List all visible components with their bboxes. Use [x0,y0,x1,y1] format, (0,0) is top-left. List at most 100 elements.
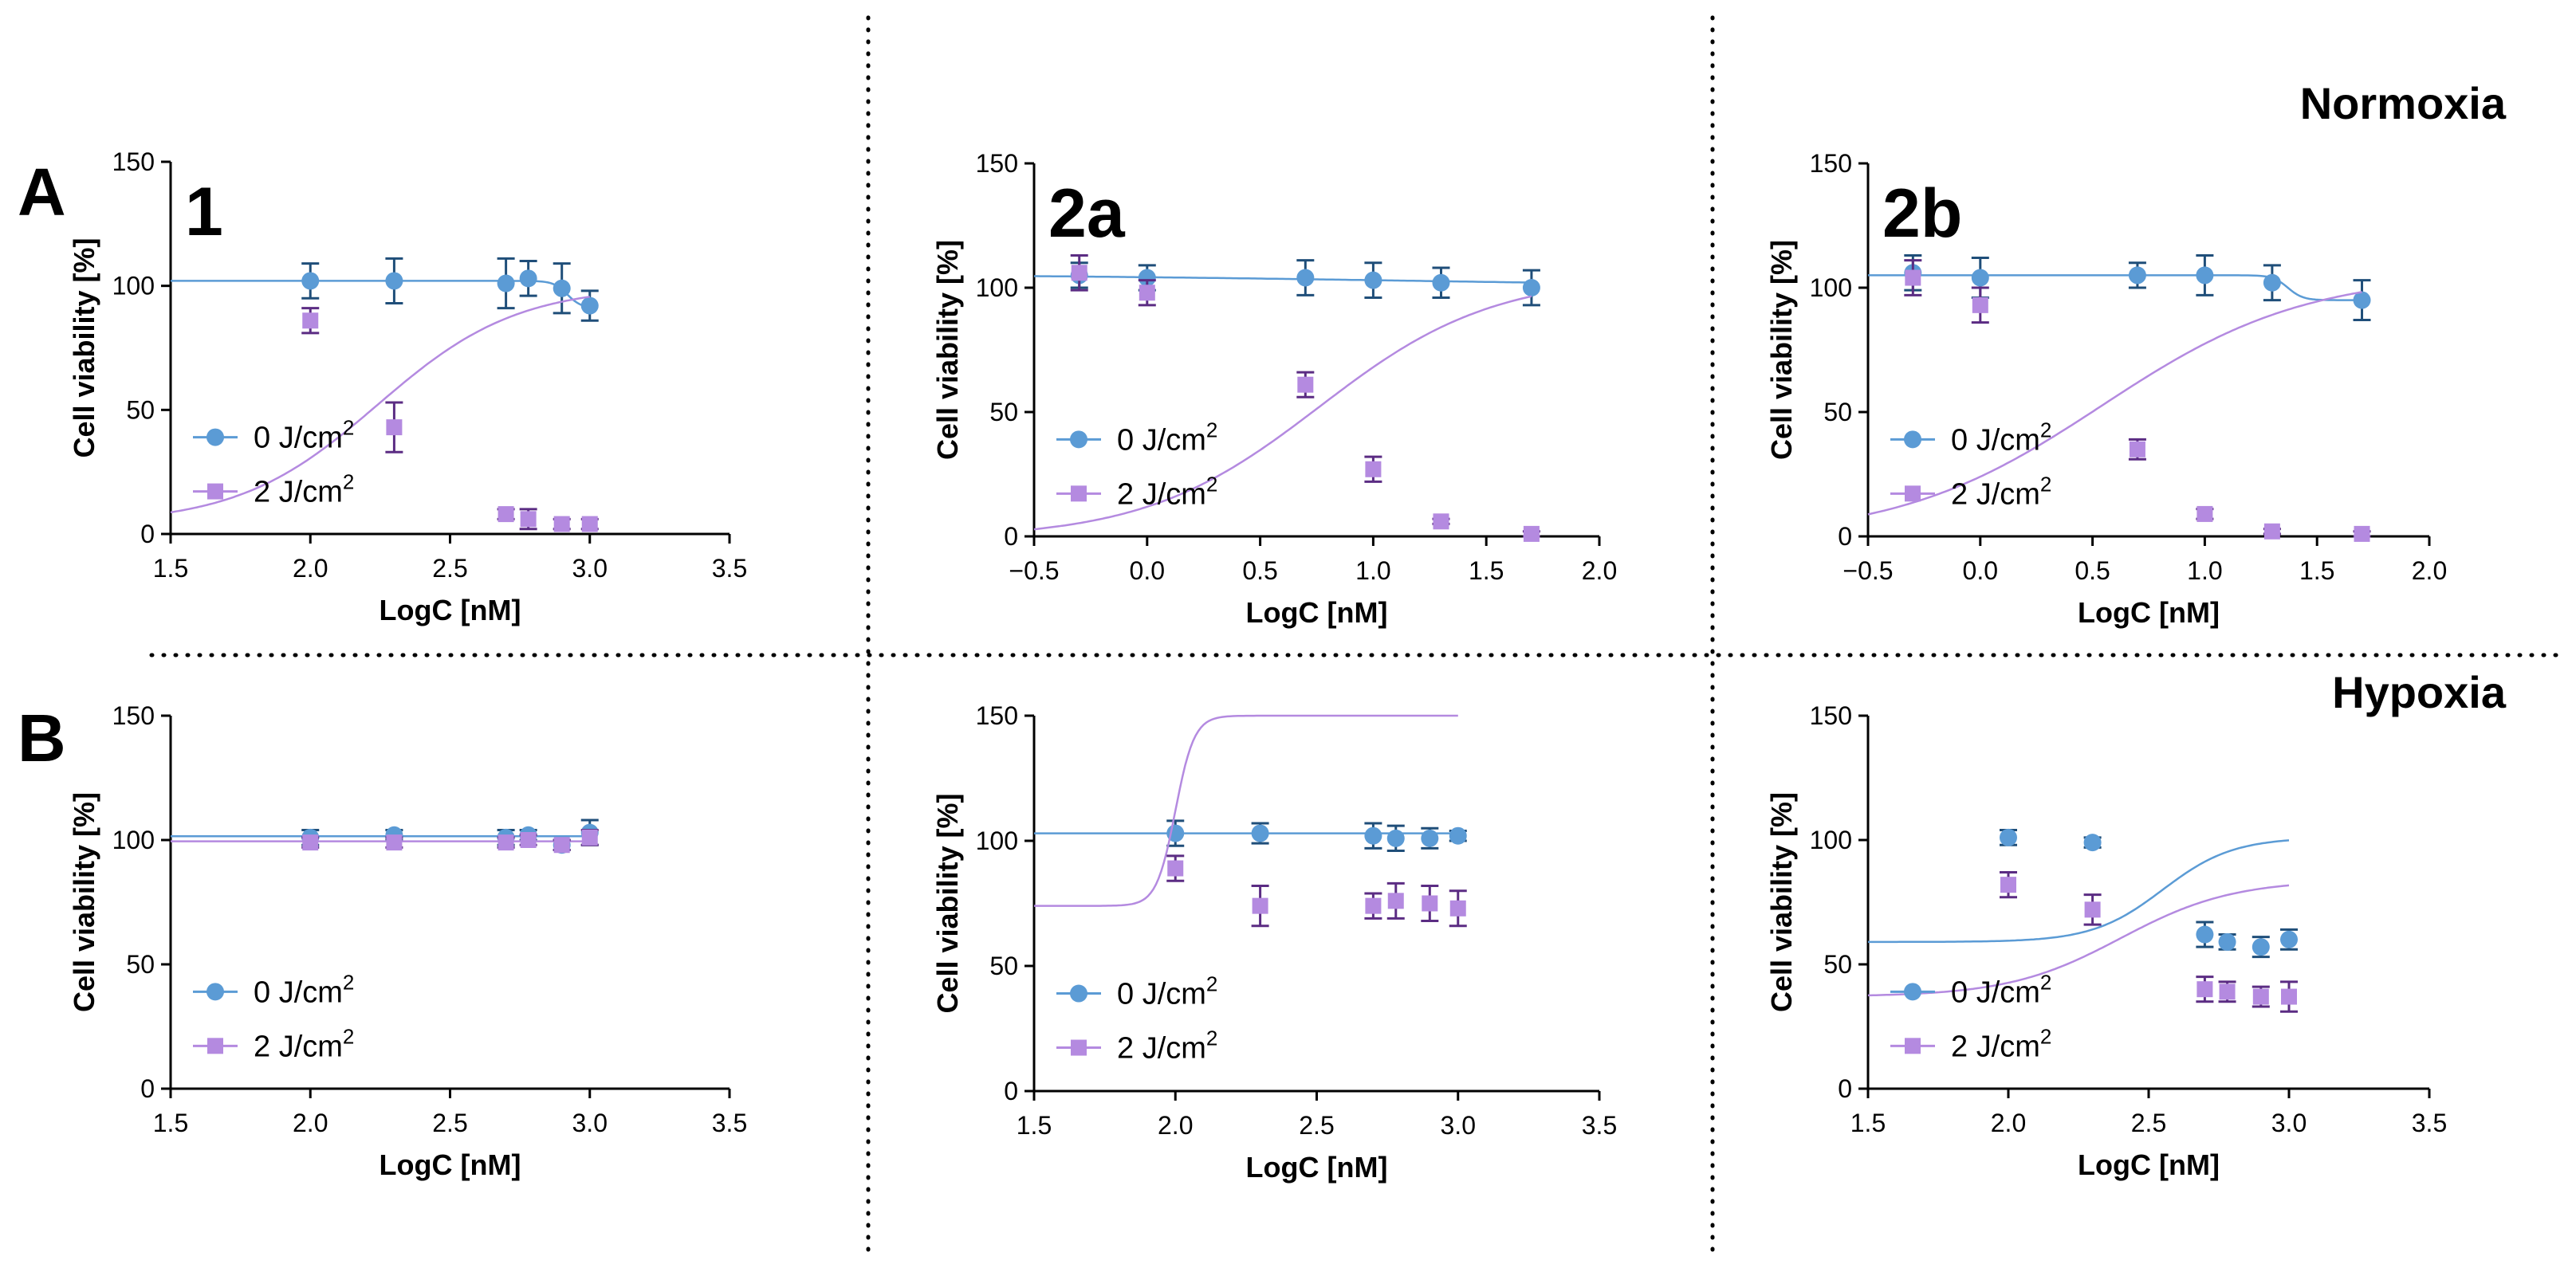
series-2-jcm2 [1868,871,2298,1013]
data-point-square [581,829,598,846]
legend-marker-circle [206,983,224,1001]
x-tick-label: 2.5 [432,554,467,583]
data-point-square [2252,988,2269,1005]
y-tick-label: 150 [1810,149,1852,178]
x-axis-title: LogC [nM] [1246,596,1388,629]
legend-label: 2 J/cm2 [1117,472,1217,511]
data-point-circle [1296,269,1315,287]
data-point-circle [1432,273,1450,292]
data-point-circle [1364,826,1382,845]
legend-label-base: 2 J/cm [1951,477,2040,511]
data-point-circle [1386,829,1405,847]
legend-label-base: 2 J/cm [254,476,343,509]
legend-marker-square [1905,485,1921,502]
legend-label-superscript: 2 [1206,472,1217,496]
x-tick-label: 2.0 [1582,556,1617,585]
y-tick-label: 0 [1838,1074,1852,1103]
data-point-circle [2353,291,2371,309]
data-point-circle [1522,279,1540,296]
data-point-circle [2000,828,2017,846]
fit-curve [1867,291,2362,516]
legend-label-superscript: 2 [2040,1024,2051,1048]
series-2-jcm2 [1033,253,1540,542]
x-axis-title: LogC [nM] [380,1148,521,1181]
x-tick-label: 2.5 [432,1109,467,1137]
x-tick-label: 3.0 [572,1109,608,1137]
data-point-square [1387,893,1404,909]
x-tick-label: 3.0 [1441,1111,1476,1140]
y-tick-label: 50 [1823,950,1852,979]
x-tick-label: 2.0 [293,1109,328,1137]
y-tick-label: 100 [976,826,1018,855]
y-tick-label: 150 [976,149,1018,178]
y-tick-label: 50 [126,395,155,424]
data-point-square [2196,505,2213,522]
legend-label-base: 0 J/cm [1951,423,2040,457]
legend-marker-circle [1904,430,1921,449]
y-axis-title: Cell viability [%] [68,238,100,457]
y-axis-title: Cell viability [%] [1765,240,1798,460]
data-point-circle [580,296,599,315]
y-axis-title: Cell viability [%] [68,792,100,1012]
chart-panel: 0 50 100 150 −0.5 0.0 0.5 1.0 1.5 2.0 LogC [nM] Cel… [1765,149,2447,629]
x-tick-label: 2.0 [1158,1111,1193,1140]
legend-label: 2 J/cm2 [1951,1024,2051,1063]
data-point-square [1433,513,1449,530]
legend-label-base: 0 J/cm [1117,978,1206,1011]
legend-marker-square [1071,485,1087,502]
section-label-a: A [18,155,66,230]
data-point-square [553,837,570,854]
data-point-circle [1421,829,1439,847]
x-tick-label: −0.5 [1009,556,1059,585]
data-point-circle [497,274,515,292]
legend-label: 2 J/cm2 [1117,1027,1217,1066]
y-tick-label: 100 [112,826,155,854]
y-tick-label: 150 [112,147,155,176]
x-tick-label: 3.0 [572,554,608,583]
x-tick-label: 0.0 [1963,556,1998,585]
legend-marker-circle [1070,430,1087,449]
data-point-circle [301,272,320,290]
x-tick-label: 3.5 [1582,1111,1617,1140]
y-tick-label: 100 [1810,273,1852,302]
data-point-circle [2128,266,2146,285]
data-point-square [1905,269,1921,286]
legend-label-base: 2 J/cm [1951,1030,2040,1063]
chart-panel: 0 50 100 150 1.5 2.0 2.5 3.0 3.5 LogC [nM] Cell vi… [68,147,747,626]
y-tick-label: 0 [1004,522,1018,551]
legend-label-base: 0 J/cm [1117,423,1206,457]
chart-panel: 0 50 100 150 1.5 2.0 2.5 3.0 3.5 LogC [nM] Cell vi… [1765,701,2447,1181]
legend-label-superscript: 2 [2040,418,2051,442]
legend-marker-circle [1904,983,1921,1001]
data-point-square [1297,376,1314,393]
legend-label-base: 2 J/cm [1117,477,1206,511]
y-tick-label: 50 [989,398,1018,426]
legend-label-superscript: 2 [343,416,354,440]
legend-label-superscript: 2 [1206,1027,1217,1050]
data-point-square [386,419,403,436]
series-2-jcm2 [1034,714,1467,928]
data-point-circle [519,269,537,288]
data-point-circle [1971,269,1989,287]
legend-label-superscript: 2 [343,1024,354,1048]
y-tick-label: 50 [989,952,1018,980]
legend-label: 0 J/cm2 [1117,418,1217,457]
legend-label-base: 0 J/cm [254,976,343,1009]
x-tick-label: 2.0 [293,554,328,583]
panels: 0 50 100 150 1.5 2.0 2.5 3.0 3.5 LogC [nM] Cell vi… [68,147,2447,1184]
legend-marker-square [1905,1038,1921,1054]
legend-label-superscript: 2 [2040,472,2051,496]
x-axis-title: LogC [nM] [380,594,521,626]
data-point-square [1365,461,1382,477]
x-tick-label: 1.5 [2299,556,2334,585]
data-point-square [1422,895,1438,912]
fit-curve [171,280,590,308]
x-tick-label: 1.5 [153,554,188,583]
series-0-jcm2 [1034,819,1467,853]
legend-label: 0 J/cm2 [254,970,354,1009]
x-tick-label: 3.5 [712,1109,747,1137]
legend-marker-circle [1070,984,1087,1003]
x-tick-label: 0.5 [1242,556,1277,585]
